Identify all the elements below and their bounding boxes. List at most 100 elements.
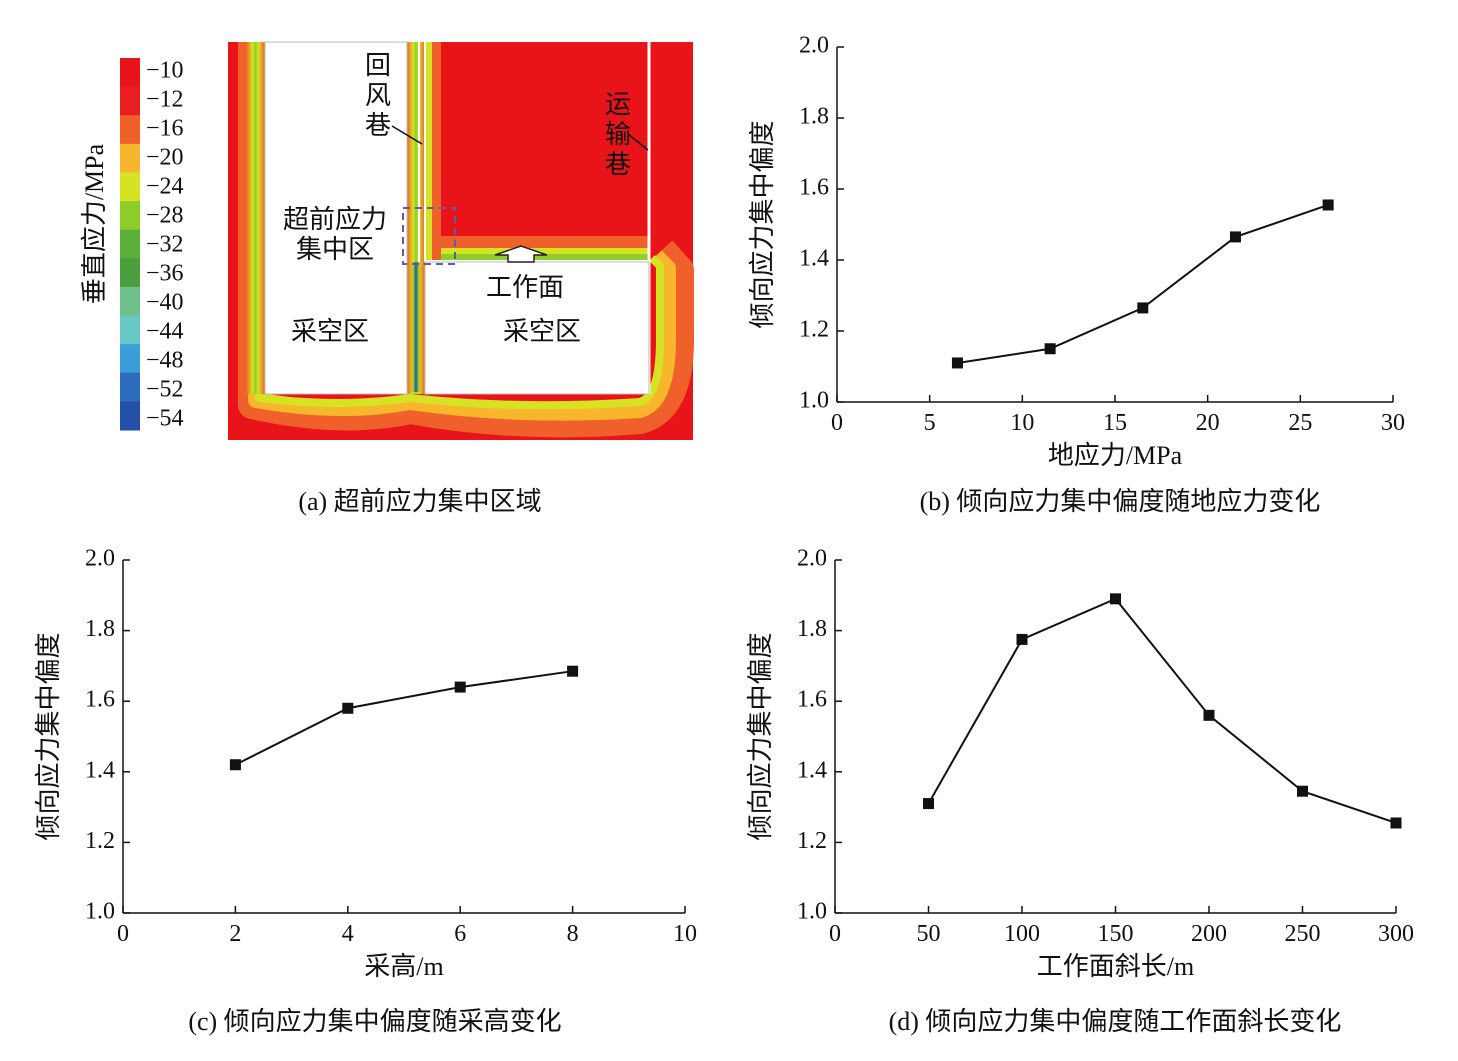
colorbar-level-label: −28 (146, 203, 184, 229)
series-line (927, 597, 1397, 824)
colorbar-level-label: −48 (146, 348, 184, 374)
series-line (957, 204, 1329, 364)
x-tick-label: 4 (342, 921, 354, 947)
advance-stress-band-core (425, 254, 649, 262)
colorbar-level-label: −32 (146, 232, 184, 258)
x-tick-label: 150 (1098, 921, 1134, 947)
x-tick-label: 0 (829, 921, 841, 947)
y-tick-label: 1.2 (799, 317, 829, 343)
x-tick-label: 10 (1010, 410, 1034, 436)
colorbar-level-label: −54 (146, 406, 184, 432)
colorbar-level-label: −52 (146, 377, 184, 403)
y-tick-label: 1.4 (797, 757, 827, 783)
x-axis-label: 采高/m (364, 952, 443, 981)
advance-zone-box (402, 207, 456, 265)
caption-c: (c) 倾向应力集中偏度随采高变化 (188, 1007, 561, 1036)
label-advance-zone-line1: 超前应力 (283, 205, 387, 234)
data-point-marker (1390, 817, 1402, 829)
x-tick-label: 6 (454, 921, 466, 947)
label-goaf-left: 采空区 (291, 317, 369, 346)
colorbar-swatch (120, 372, 140, 402)
y-tick-label: 2.0 (799, 33, 829, 59)
x-tick-label: 50 (917, 921, 941, 947)
data-point-marker (923, 798, 934, 810)
colorbar-level-label: −12 (146, 87, 184, 113)
y-tick-label: 1.6 (799, 175, 829, 201)
x-tick-label: 8 (567, 921, 579, 947)
x-tick-label: 0 (831, 410, 843, 436)
colorbar-swatch (120, 258, 140, 288)
colorbar-swatch (120, 86, 140, 116)
colorbar-title: 垂直应力/MPa (80, 143, 109, 304)
stress-halo (238, 42, 694, 438)
panel-c-chart: 1.0 1.2 1.4 1.6 1.8 2.0 0 2 4 6 8 10 采高/m 倾向应力集中偏度 (c)… (34, 546, 697, 1037)
y-tick-label: 1.2 (797, 828, 827, 854)
colorbar-swatch (120, 401, 140, 431)
colorbar-level-label: −36 (146, 261, 184, 287)
label-return-airway: 回风巷 (362, 51, 391, 141)
colorbar-swatch (120, 172, 140, 202)
colorbar-swatch (120, 229, 140, 259)
colorbar-swatch (120, 115, 140, 145)
data-point-marker (1110, 593, 1121, 605)
data-point-marker (1297, 785, 1308, 797)
colorbar-swatch (120, 58, 140, 88)
return-airway-leader (391, 125, 423, 145)
x-tick-label: 20 (1196, 410, 1220, 436)
y-tick-label: 1.4 (85, 757, 115, 783)
y-tick-label: 1.0 (797, 899, 827, 925)
label-working-face: 工作面 (486, 273, 564, 302)
colorbar: −10 −12 −16 −20 −24 −28 −32 −36 −40 −44 −48 −52 −54 (120, 58, 184, 432)
panel-d-chart: 1.0 1.2 1.4 1.6 1.8 2.0 0 50 100 150 200 250 300 工作面斜… (746, 546, 1414, 1037)
x-tick-label: 25 (1288, 410, 1312, 436)
colorbar-level-label: −24 (146, 174, 184, 200)
colorbar-level-label: −44 (146, 319, 184, 345)
y-axis-label: 倾向应力集中偏度 (746, 632, 775, 840)
y-tick-label: 1.0 (85, 899, 115, 925)
data-point-marker (1322, 199, 1334, 211)
x-tick-label: 200 (1191, 921, 1227, 947)
colorbar-swatch (120, 286, 140, 317)
label-advance-zone-line2: 集中区 (296, 235, 374, 264)
goaf-left-area (265, 42, 407, 394)
pillar-core (411, 262, 421, 392)
data-point-marker (951, 357, 963, 369)
colorbar-swatch (120, 143, 140, 173)
data-point-marker (1137, 302, 1149, 314)
haulage-roadway-leader (627, 133, 649, 151)
goaf-right-outline (424, 261, 650, 395)
label-goaf-right: 采空区 (503, 317, 581, 346)
colorbar-swatch (120, 344, 140, 374)
x-axis-label: 工作面斜长/m (1037, 952, 1194, 981)
caption-a: (a) 超前应力集中区域 (298, 487, 541, 516)
series-line (234, 670, 573, 766)
y-tick-label: 1.0 (799, 388, 829, 414)
y-tick-label: 1.6 (797, 687, 827, 713)
y-tick-label: 1.8 (799, 104, 829, 130)
colorbar-swatch (120, 315, 140, 345)
y-tick-label: 1.8 (797, 616, 827, 642)
x-tick-label: 300 (1378, 921, 1414, 947)
airway-side-band-inner (425, 42, 432, 262)
x-tick-label: 15 (1103, 410, 1127, 436)
y-tick-label: 1.6 (85, 687, 115, 713)
x-tick-label: 0 (117, 921, 129, 947)
x-tick-label: 250 (1285, 921, 1321, 947)
x-tick-label: 30 (1381, 410, 1405, 436)
colorbar-level-label: −40 (146, 290, 184, 316)
x-tick-label: 10 (673, 921, 697, 947)
x-tick-label: 100 (1004, 921, 1040, 947)
data-point-marker (1044, 343, 1056, 355)
colorbar-level-label: −10 (146, 58, 184, 84)
colorbar-level-label: −16 (146, 116, 184, 142)
data-point-marker (1016, 633, 1028, 645)
panel-b-chart: 1.0 1.2 1.4 1.6 1.8 2.0 0 5 10 15 20 25 30 地应力/MPa 倾向应… (748, 33, 1405, 517)
y-tick-label: 1.4 (799, 246, 829, 272)
caption-b: (b) 倾向应力集中偏度随地应力变化 (920, 487, 1321, 516)
goaf-right-area (425, 262, 649, 394)
y-tick-label: 2.0 (797, 546, 827, 572)
x-tick-label: 5 (924, 410, 936, 436)
y-axis-label: 倾向应力集中偏度 (34, 632, 63, 840)
left-edge-strip (246, 42, 265, 394)
